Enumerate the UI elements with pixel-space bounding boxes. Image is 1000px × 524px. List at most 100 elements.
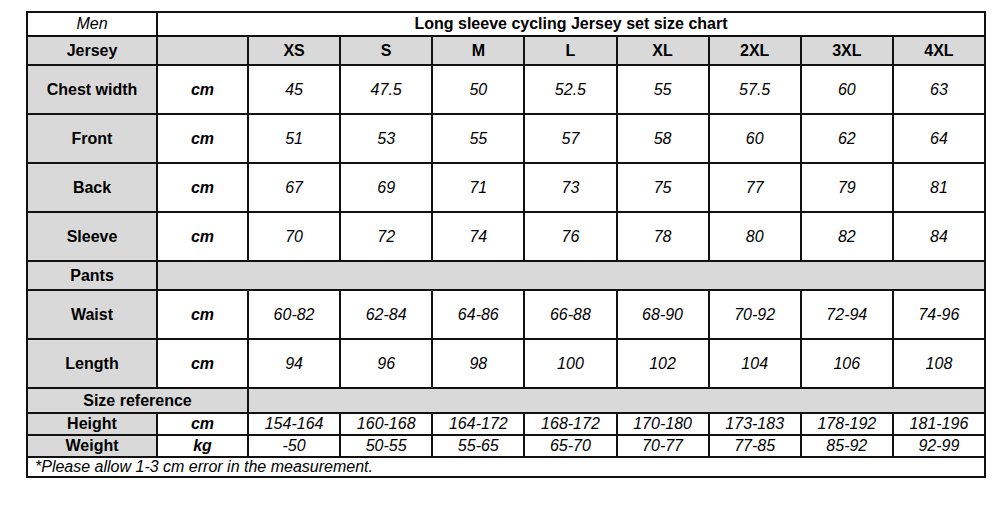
row-unit: cm	[157, 65, 248, 114]
cell-value: 64	[893, 114, 985, 163]
cell-value: 80	[709, 212, 801, 261]
cell-value: 72	[340, 212, 432, 261]
row-label: Sleeve	[27, 212, 157, 261]
jersey-section-label: Jersey	[27, 36, 157, 65]
pants-section-row: Pants	[27, 261, 985, 290]
cell-value: 173-183	[709, 413, 801, 435]
cell-value: 96	[340, 339, 432, 388]
cell-value: 77	[709, 163, 801, 212]
cell-value: 51	[248, 114, 340, 163]
cell-value: 50	[432, 65, 524, 114]
cell-value: 53	[340, 114, 432, 163]
size-header-xl: XL	[617, 36, 709, 65]
cell-value: 154-164	[248, 413, 340, 435]
row-unit: cm	[157, 163, 248, 212]
cell-value: 60	[709, 114, 801, 163]
cell-value: 168-172	[524, 413, 616, 435]
row-unit: kg	[157, 435, 248, 457]
cell-value: 70-77	[617, 435, 709, 457]
size-header-row: Jersey XS S M L XL 2XL 3XL 4XL	[27, 36, 985, 65]
cell-value: 92-99	[893, 435, 985, 457]
cell-value: 94	[248, 339, 340, 388]
cell-value: 57	[524, 114, 616, 163]
cell-value: 69	[340, 163, 432, 212]
cell-value: 178-192	[801, 413, 893, 435]
cell-value: 79	[801, 163, 893, 212]
row-label: Waist	[27, 290, 157, 339]
cell-value: 106	[801, 339, 893, 388]
cell-value: 65-70	[524, 435, 616, 457]
cell-value: 108	[893, 339, 985, 388]
cell-value: 55-65	[432, 435, 524, 457]
cell-value: 67	[248, 163, 340, 212]
cell-value: 68-90	[617, 290, 709, 339]
size-reference-row: Size reference	[27, 388, 985, 413]
footnote-row: *Please allow 1-3 cm error in the measur…	[27, 457, 985, 477]
cell-value: 50-55	[340, 435, 432, 457]
size-header-4xl: 4XL	[893, 36, 985, 65]
table-row-sleeve: Sleeve cm 70 72 74 76 78 80 82 84	[27, 212, 985, 261]
cell-value: 62-84	[340, 290, 432, 339]
row-unit: cm	[157, 290, 248, 339]
cell-value: 82	[801, 212, 893, 261]
pants-section-filler	[157, 261, 985, 290]
cell-value: 57.5	[709, 65, 801, 114]
footnote-text: *Please allow 1-3 cm error in the measur…	[27, 457, 985, 477]
cell-value: 98	[432, 339, 524, 388]
cell-value: 45	[248, 65, 340, 114]
cell-value: 160-168	[340, 413, 432, 435]
row-label: Front	[27, 114, 157, 163]
size-chart-table: Men Long sleeve cycling Jersey set size …	[26, 11, 986, 478]
row-label: Length	[27, 339, 157, 388]
row-unit: cm	[157, 413, 248, 435]
size-reference-filler	[248, 388, 985, 413]
cell-value: 84	[893, 212, 985, 261]
cell-value: 78	[617, 212, 709, 261]
cell-value: 66-88	[524, 290, 616, 339]
cell-value: 76	[524, 212, 616, 261]
size-header-xs: XS	[248, 36, 340, 65]
cell-value: 75	[617, 163, 709, 212]
size-reference-label: Size reference	[27, 388, 248, 413]
table-row-chest-width: Chest width cm 45 47.5 50 52.5 55 57.5 6…	[27, 65, 985, 114]
cell-value: 70-92	[709, 290, 801, 339]
cell-value: 85-92	[801, 435, 893, 457]
cell-value: 63	[893, 65, 985, 114]
table-row-back: Back cm 67 69 71 73 75 77 79 81	[27, 163, 985, 212]
table-row-weight: Weight kg -50 50-55 55-65 65-70 70-77 77…	[27, 435, 985, 457]
cell-value: 47.5	[340, 65, 432, 114]
size-header-3xl: 3XL	[801, 36, 893, 65]
cell-value: 100	[524, 339, 616, 388]
cell-value: 60	[801, 65, 893, 114]
cell-value: 62	[801, 114, 893, 163]
gender-cell: Men	[27, 12, 157, 36]
size-header-2xl: 2XL	[709, 36, 801, 65]
cell-value: 58	[617, 114, 709, 163]
table-row-front: Front cm 51 53 55 57 58 60 62 64	[27, 114, 985, 163]
cell-value: 81	[893, 163, 985, 212]
row-unit: cm	[157, 114, 248, 163]
chart-title: Long sleeve cycling Jersey set size char…	[157, 12, 985, 36]
cell-value: 102	[617, 339, 709, 388]
empty-unit-header-cell	[157, 36, 248, 65]
cell-value: 170-180	[617, 413, 709, 435]
cell-value: 55	[432, 114, 524, 163]
cell-value: 181-196	[893, 413, 985, 435]
cell-value: 52.5	[524, 65, 616, 114]
cell-value: 74-96	[893, 290, 985, 339]
cell-value: -50	[248, 435, 340, 457]
cell-value: 73	[524, 163, 616, 212]
row-label: Chest width	[27, 65, 157, 114]
row-label: Weight	[27, 435, 157, 457]
size-header-s: S	[340, 36, 432, 65]
cell-value: 74	[432, 212, 524, 261]
cell-value: 55	[617, 65, 709, 114]
cell-value: 70	[248, 212, 340, 261]
cell-value: 77-85	[709, 435, 801, 457]
cell-value: 64-86	[432, 290, 524, 339]
cell-value: 164-172	[432, 413, 524, 435]
cell-value: 72-94	[801, 290, 893, 339]
cell-value: 71	[432, 163, 524, 212]
row-label: Back	[27, 163, 157, 212]
cell-value: 104	[709, 339, 801, 388]
